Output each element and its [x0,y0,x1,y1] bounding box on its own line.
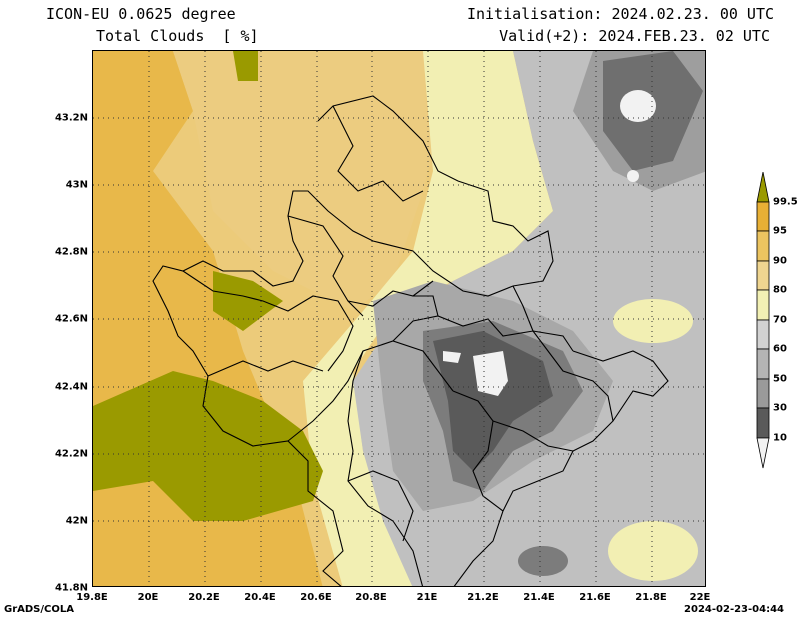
colorbar-label: 99.5 [773,196,798,208]
lon-label: 22E [689,592,711,603]
region-high-south [93,371,323,521]
region-90 [173,51,443,311]
footer-credit: GrADS/COLA [4,604,74,615]
colorbar-label: 30 [773,402,787,414]
colorbar-label: 10 [773,432,787,444]
lon-label: 19.8E [76,592,108,603]
colorbar-swatch [756,407,770,439]
region-70-80 [303,51,553,586]
lon-label: 21.2E [467,592,499,603]
colorbar-swatch [756,201,770,232]
colorbar-swatch [756,319,770,350]
dark-south [518,546,568,576]
colorbar-swatch [756,289,770,321]
lat-label: 42.2N [54,448,88,460]
lon-label: 20.4E [244,592,276,603]
lat-label: 42.4N [54,381,88,393]
lon-label: 21E [416,592,438,603]
colorbar-swatch [756,378,770,409]
clear-spot-central [473,351,508,396]
colorbar-label: 70 [773,314,787,326]
region-high-north [233,51,258,81]
colorbar-label: 80 [773,284,787,296]
lat-label: 43.2N [54,112,88,124]
colorbar-label: 95 [773,225,787,237]
clear-spot-central2 [443,351,461,363]
clear-spot-ne [620,90,656,122]
pale-east [613,299,693,343]
lon-label: 20.8E [355,592,387,603]
clear-spot-ne2 [627,170,639,182]
lat-label: 43N [65,179,88,191]
colorbar-swatch [756,348,770,380]
pale-se [608,521,698,581]
lat-label: 41.8N [54,582,88,594]
colorbar-swatch [756,260,770,291]
lat-label: 42.8N [54,246,88,258]
lat-label: 42.6N [54,313,88,325]
region-high-mid [213,271,283,331]
cloud-cover-map[interactable] [92,50,706,587]
map-canvas [93,51,705,586]
lon-label: 21.4E [523,592,555,603]
lon-label: 20.6E [300,592,332,603]
colorbar [756,172,770,469]
lon-label: 20E [137,592,159,603]
valid-time: Valid(+2): 2024.FEB.23. 02 UTC [499,27,770,45]
colorbar-bottom-arrow [756,437,770,469]
region-10-central [433,331,553,471]
colorbar-label: 50 [773,373,787,385]
lon-label: 20.2E [188,592,220,603]
colorbar-top-arrow [756,172,770,203]
colorbar-label: 60 [773,343,787,355]
colorbar-swatch [756,230,770,262]
colorbar-label: 90 [773,255,787,267]
lat-label: 42N [65,515,88,527]
lon-label: 21.8E [635,592,667,603]
variable-title: Total Clouds [ %] [96,27,259,45]
footer-timestamp: 2024-02-23-04:44 [684,604,784,615]
model-title: ICON-EU 0.0625 degree [46,5,236,23]
initialisation-time: Initialisation: 2024.02.23. 00 UTC [466,5,774,23]
lon-label: 21.6E [579,592,611,603]
